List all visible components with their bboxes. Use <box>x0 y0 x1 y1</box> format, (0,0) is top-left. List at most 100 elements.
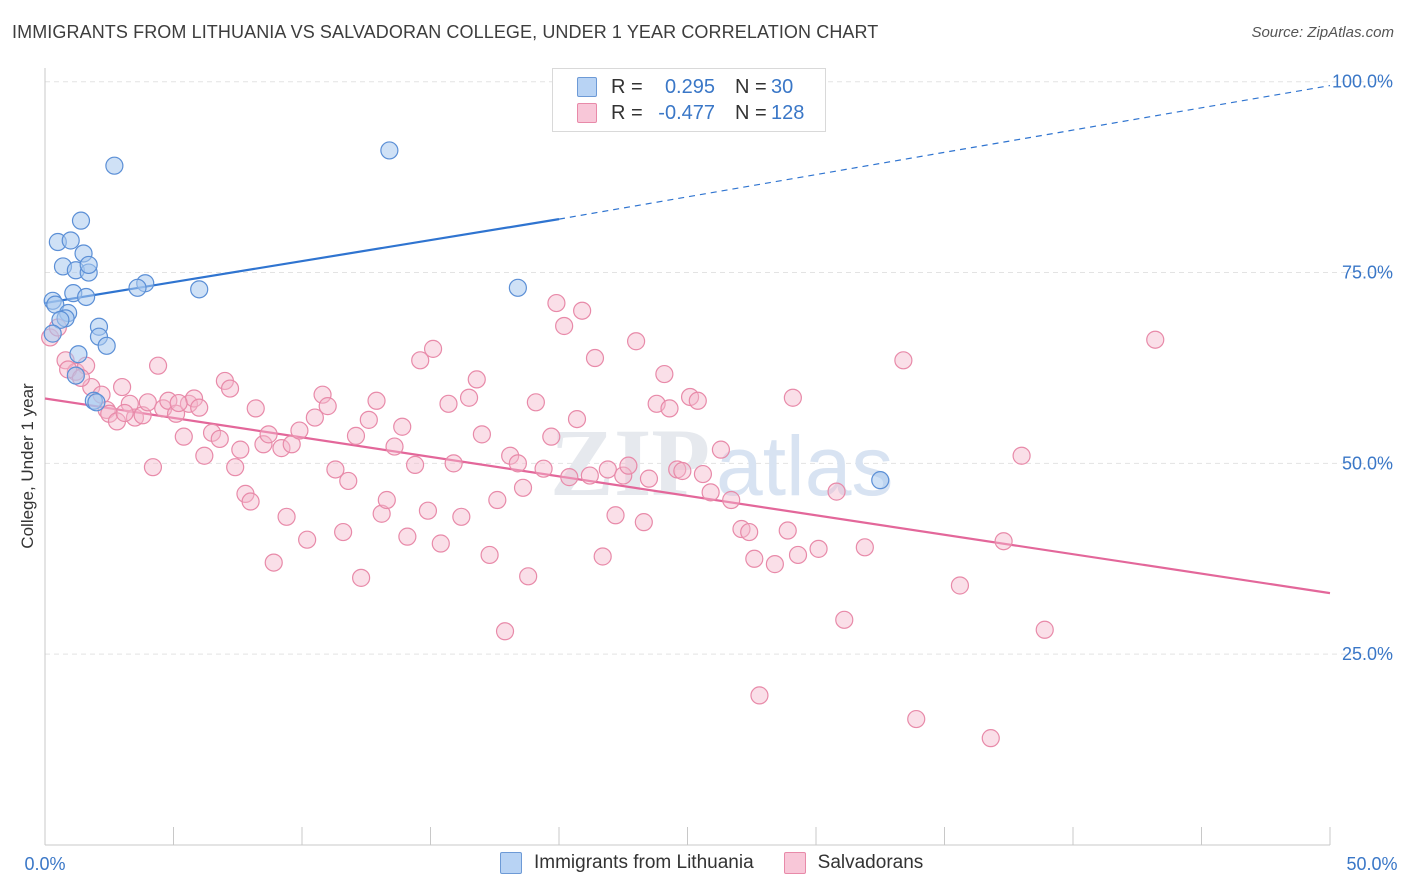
point-lithuania <box>69 345 88 364</box>
point-salvadorans <box>418 501 438 520</box>
legend-swatch-blue <box>500 852 522 874</box>
x-tick-label: 0.0% <box>24 854 65 874</box>
point-salvadorans <box>359 410 378 429</box>
legend-n-label: N = <box>735 101 767 124</box>
legend-swatch-pink <box>577 103 597 123</box>
point-lithuania <box>128 278 147 297</box>
point-salvadorans <box>282 435 301 454</box>
point-salvadorans <box>555 316 574 336</box>
legend-row-salvadorans: R = -0.477 N = 128 <box>577 101 804 125</box>
point-salvadorans <box>765 555 784 574</box>
point-salvadorans <box>210 429 229 449</box>
point-salvadorans <box>655 364 674 384</box>
point-salvadorans <box>393 417 412 436</box>
point-salvadorans <box>614 466 633 485</box>
point-lithuania <box>380 141 399 160</box>
point-salvadorans <box>660 399 679 418</box>
point-salvadorans <box>334 522 353 542</box>
point-salvadorans <box>241 492 260 511</box>
point-salvadorans <box>138 393 157 412</box>
point-salvadorans <box>495 622 515 641</box>
point-salvadorans <box>501 446 520 465</box>
point-lithuania <box>871 471 890 490</box>
point-salvadorans <box>259 425 278 444</box>
point-salvadorans <box>346 426 366 445</box>
point-salvadorans <box>778 521 797 540</box>
point-salvadorans <box>855 538 874 557</box>
point-salvadorans <box>318 397 337 416</box>
point-salvadorans <box>1012 446 1031 465</box>
point-salvadorans <box>174 427 193 446</box>
point-lithuania <box>43 324 62 343</box>
legend-swatch-blue <box>577 77 597 97</box>
point-salvadorans <box>423 339 443 358</box>
legend-swatch-pink <box>783 852 806 874</box>
point-salvadorans <box>619 456 638 475</box>
point-salvadorans <box>783 388 802 407</box>
point-salvadorans <box>148 356 168 375</box>
point-salvadorans <box>405 455 425 474</box>
point-salvadorans <box>115 403 134 423</box>
point-salvadorans <box>573 301 592 320</box>
chart-title: IMMIGRANTS FROM LITHUANIA VS SALVADORAN … <box>12 22 879 42</box>
point-salvadorans <box>745 549 764 568</box>
point-salvadorans <box>100 404 119 423</box>
point-salvadorans <box>231 440 250 459</box>
point-salvadorans <box>298 530 317 549</box>
point-salvadorans <box>894 351 913 370</box>
point-salvadorans <box>169 393 188 413</box>
point-salvadorans <box>326 460 345 479</box>
point-salvadorans <box>688 391 707 410</box>
y-tick-label: 100.0% <box>1332 72 1393 92</box>
point-salvadorans <box>750 686 769 705</box>
trend-line-salvadorans <box>44 397 1331 595</box>
point-lithuania <box>87 393 106 412</box>
legend-row-lithuania: R = 0.295 N = 30 <box>577 75 793 99</box>
legend-label-lithuania: Immigrants from Lithuania <box>534 852 754 873</box>
point-lithuania <box>61 231 80 250</box>
point-salvadorans <box>560 468 579 487</box>
point-salvadorans <box>1146 330 1165 349</box>
point-lithuania <box>97 336 116 355</box>
point-salvadorans <box>112 377 132 397</box>
point-salvadorans <box>547 293 566 313</box>
point-lithuania <box>79 255 98 275</box>
point-salvadorans <box>254 435 273 454</box>
point-salvadorans <box>377 490 396 510</box>
point-lithuania <box>51 310 70 329</box>
point-salvadorans <box>411 351 430 370</box>
point-salvadorans <box>981 729 1000 748</box>
point-salvadorans <box>542 427 561 446</box>
point-salvadorans <box>788 545 808 565</box>
point-salvadorans <box>673 461 692 481</box>
point-salvadorans <box>305 408 324 427</box>
point-lithuania <box>77 287 96 307</box>
point-salvadorans <box>907 709 926 729</box>
x-tick-label: 50.0% <box>1346 854 1397 874</box>
point-salvadorans <box>480 545 499 565</box>
point-salvadorans <box>513 478 533 497</box>
point-salvadorans <box>639 469 659 488</box>
legend-r-label: R = <box>611 75 643 98</box>
point-salvadorans <box>580 466 599 485</box>
point-salvadorans <box>827 482 846 501</box>
point-lithuania <box>71 211 91 230</box>
watermark: ZIP atlas <box>550 409 893 516</box>
point-salvadorans <box>452 507 471 526</box>
legend-n-value: 30 <box>771 75 794 98</box>
point-salvadorans <box>606 506 625 525</box>
point-salvadorans <box>994 532 1013 551</box>
point-salvadorans <box>835 610 854 629</box>
point-lithuania <box>508 278 527 297</box>
point-salvadorans <box>246 399 265 418</box>
point-salvadorans <box>711 440 731 459</box>
legend-item-salvadorans: Salvadorans <box>783 852 923 874</box>
point-salvadorans <box>809 539 828 558</box>
y-tick-label: 25.0% <box>1342 644 1393 664</box>
legend-item-lithuania: Immigrants from Lithuania <box>500 852 754 874</box>
point-salvadorans <box>272 439 291 458</box>
point-salvadorans <box>290 421 309 440</box>
series-legend: Immigrants from Lithuania Salvadorans <box>500 852 953 874</box>
point-salvadorans <box>534 459 553 478</box>
